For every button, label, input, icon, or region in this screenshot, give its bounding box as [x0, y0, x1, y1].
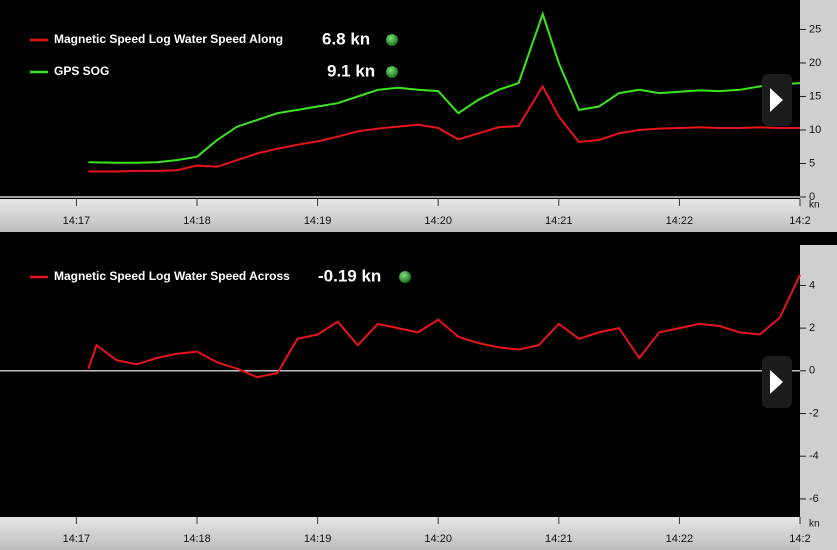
x-axis-bar	[0, 517, 800, 550]
x-tick-label: 14:17	[63, 533, 91, 545]
x-tick-label: 14:19	[304, 533, 332, 545]
readout: -0.19 kn	[318, 266, 381, 285]
x-tick-label: 14:21	[545, 215, 573, 227]
x-tick-label: 14:2	[789, 533, 810, 545]
x-tick-label: 14:19	[304, 215, 332, 227]
y-axis-strip	[800, 0, 837, 232]
series-line	[87, 274, 801, 379]
x-tick-label: 14:20	[424, 533, 452, 545]
y-unit: kn	[809, 519, 820, 530]
x-axis-bar	[0, 199, 800, 232]
series-line	[88, 10, 801, 164]
y-tick-label: 15	[809, 90, 821, 102]
status-led	[386, 66, 398, 78]
y-tick-label: 0	[809, 365, 815, 377]
play-icon[interactable]	[770, 370, 783, 394]
legend-label: GPS SOG	[54, 64, 109, 78]
series-line	[88, 84, 800, 173]
legend-label: Magnetic Speed Log Water Speed Across	[54, 269, 290, 283]
x-tick-label: 14:17	[63, 215, 91, 227]
status-led	[386, 34, 398, 46]
y-unit: kn	[809, 200, 820, 211]
x-tick-label: 14:22	[666, 533, 694, 545]
x-tick-label: 14:2	[789, 215, 810, 227]
x-tick-label: 14:18	[183, 215, 211, 227]
y-tick-label: -4	[809, 450, 819, 462]
y-tick-label: -2	[809, 407, 819, 419]
x-tick-label: 14:21	[545, 533, 573, 545]
x-tick-label: 14:20	[424, 215, 452, 227]
y-tick-label: 4	[809, 279, 815, 291]
y-tick-label: 20	[809, 57, 821, 69]
y-tick-label: 2	[809, 322, 815, 334]
x-tick-label: 14:22	[666, 215, 694, 227]
y-tick-label: 25	[809, 23, 821, 35]
readout: 6.8 kn	[322, 29, 370, 48]
status-led	[399, 271, 411, 283]
y-axis-strip	[800, 245, 837, 550]
y-tick-label: 5	[809, 157, 815, 169]
legend-label: Magnetic Speed Log Water Speed Along	[54, 32, 283, 46]
play-icon[interactable]	[770, 88, 783, 112]
y-tick-label: -6	[809, 493, 819, 505]
x-tick-label: 14:18	[183, 533, 211, 545]
y-tick-label: 10	[809, 124, 821, 136]
y-tick-label: 0	[809, 191, 815, 203]
readout: 9.1 kn	[327, 61, 375, 80]
